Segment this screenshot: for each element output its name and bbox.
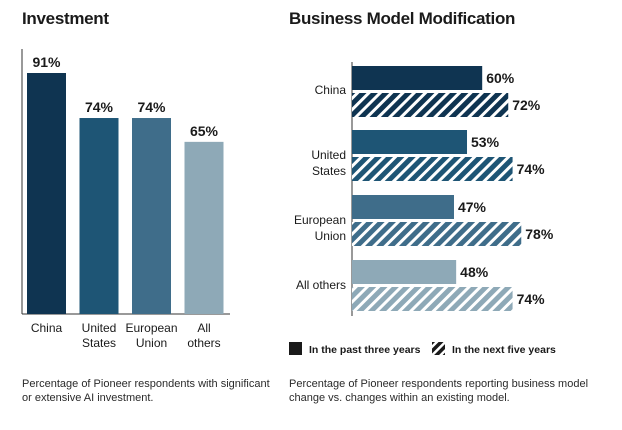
business-model-category-label-3-line-1: European [294, 213, 346, 227]
legend-label-next: In the next five years [452, 344, 556, 356]
business-model-category-label-1: China [315, 83, 347, 97]
investment-category-label-4-line-1: All [197, 321, 210, 335]
investment-bar-3 [132, 118, 171, 315]
legend-swatch-solid [289, 342, 302, 355]
business-model-value-label-next-4: 74% [517, 291, 546, 307]
business-model-bar-chart: China United States European Union All others… [294, 62, 554, 316]
business-model-category-label-3: European Union [294, 213, 346, 243]
business-model-caption: Percentage of Pioneer respondents report… [289, 378, 589, 404]
investment-caption: Percentage of Pioneer respondents with s… [22, 378, 270, 404]
legend-label-past: In the past three years [309, 344, 421, 356]
investment-category-label-3-line-2: Union [136, 336, 167, 350]
business-model-category-label-2: United States [311, 148, 346, 178]
business-model-value-label-past-1: 60% [486, 70, 515, 86]
business-model-category-label-4-line-1: All others [296, 278, 346, 292]
investment-value-label-4: 65% [190, 123, 219, 139]
business-model-value-label-past-2: 53% [471, 134, 500, 150]
investment-category-label-2-line-1: United [82, 321, 117, 335]
business-model-category-label-1-line-1: China [315, 83, 347, 97]
business-model-category-label-4: All others [296, 278, 346, 292]
investment-bar-4 [184, 141, 224, 314]
business-model-category-label-2-line-2: States [312, 164, 346, 178]
investment-category-label-2: United States [82, 321, 117, 350]
business-model-bar-past-1 [352, 66, 483, 90]
chart-legend: In the past three years In the next five … [289, 342, 556, 356]
investment-value-label-3: 74% [137, 99, 166, 115]
business-model-bar-next-2 [352, 157, 513, 181]
business-model-chart-title: Business Model Modification [289, 9, 516, 28]
business-model-bar-past-3 [352, 195, 454, 219]
investment-bar-chart: 91% China 74% United States 74% European Union 6… [21, 49, 230, 350]
business-model-category-label-3-line-2: Union [315, 229, 346, 243]
investment-bar-1 [27, 73, 66, 314]
business-model-value-label-next-3: 78% [525, 226, 554, 242]
business-model-value-label-next-1: 72% [512, 97, 541, 113]
business-model-bar-next-4 [352, 287, 513, 311]
investment-category-label-3: European Union [125, 321, 177, 350]
investment-category-label-1-line-1: China [31, 321, 63, 335]
business-model-category-label-2-line-1: United [311, 148, 346, 162]
legend-swatch-hatched [432, 342, 445, 355]
investment-value-label-2: 74% [85, 99, 114, 115]
business-model-bar-past-4 [352, 260, 457, 284]
business-model-bar-past-2 [352, 130, 468, 154]
business-model-bar-next-3 [352, 222, 522, 246]
business-model-bar-next-1 [352, 93, 509, 117]
business-model-value-label-past-3: 47% [458, 199, 487, 215]
investment-category-label-4: All others [187, 321, 220, 350]
investment-value-label-1: 91% [32, 54, 61, 70]
investment-category-label-3-line-1: European [125, 321, 177, 335]
investment-category-label-4-line-2: others [187, 336, 220, 350]
investment-bar-2 [79, 118, 119, 315]
business-model-value-label-next-2: 74% [517, 161, 546, 177]
investment-category-label-2-line-2: States [82, 336, 116, 350]
business-model-value-label-past-4: 48% [460, 264, 489, 280]
investment-chart-title: Investment [22, 9, 109, 28]
investment-category-label-1: China [31, 321, 63, 335]
